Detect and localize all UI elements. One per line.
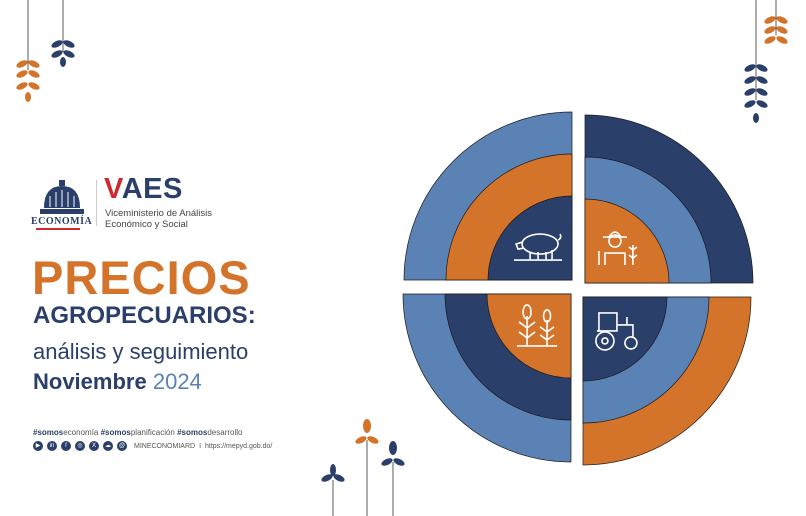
social-bar: ▶ in f ◎ X ☁ @ MINECONOMIARD I https://m… bbox=[33, 441, 272, 451]
title-line2: AGROPECUARIOS: bbox=[33, 302, 256, 329]
wheel-ring-segment bbox=[487, 195, 573, 281]
leaf-sprig-decoration bbox=[381, 458, 405, 516]
threads-icon[interactable]: @ bbox=[117, 441, 127, 451]
subtitle-line: Viceministerio de Análisis bbox=[105, 208, 213, 219]
leaf-sprig-decoration bbox=[355, 436, 379, 516]
hashtag: #somosdesarrollo bbox=[177, 428, 243, 437]
instagram-icon[interactable]: ◎ bbox=[75, 441, 85, 451]
divider bbox=[36, 228, 80, 230]
year: 2024 bbox=[152, 369, 202, 394]
separator: I bbox=[199, 442, 202, 450]
report-date: Noviembre 2024 bbox=[33, 369, 202, 395]
vaes-logo: VAES bbox=[104, 173, 183, 206]
linkedin-icon[interactable]: in bbox=[47, 441, 57, 451]
vaes-v: V bbox=[104, 173, 122, 205]
title-line1: PRECIOS bbox=[32, 251, 251, 304]
hashtags: #somoseconomía #somosplanificación #somo… bbox=[33, 428, 242, 437]
divider bbox=[96, 180, 97, 226]
tractor-icon bbox=[595, 312, 638, 351]
leaf-sprig-decoration bbox=[51, 0, 75, 58]
title-line3: análisis y seguimiento bbox=[33, 339, 249, 364]
hashtag: #somosplanificación bbox=[100, 428, 175, 437]
hashtag: #somoseconomía bbox=[33, 428, 99, 437]
vaes-subtitle: Viceministerio de Análisis Económico y So… bbox=[105, 208, 212, 230]
month: Noviembre bbox=[33, 369, 147, 394]
leaf-sprig-decoration bbox=[744, 0, 768, 108]
economia-dome-logo bbox=[40, 180, 84, 214]
vaes-rest: AES bbox=[121, 173, 183, 205]
website-link[interactable]: https://mepyd.gob.do/ bbox=[205, 442, 273, 450]
leaf-sprig-decoration bbox=[321, 474, 345, 516]
wheel-ring-segment bbox=[582, 296, 668, 382]
youtube-icon[interactable]: ▶ bbox=[33, 441, 43, 451]
soundcloud-icon[interactable]: ☁ bbox=[103, 441, 113, 451]
corn-icon bbox=[517, 304, 558, 347]
leaf-sprig-decoration bbox=[16, 0, 40, 90]
economia-label: ECONOMÍA bbox=[31, 216, 93, 227]
x-icon[interactable]: X bbox=[89, 441, 99, 451]
facebook-icon[interactable]: f bbox=[61, 441, 71, 451]
leaf-sprig-decoration bbox=[764, 0, 788, 44]
wheel-ring-segment bbox=[584, 198, 670, 284]
social-handle: MINECONOMIARD bbox=[134, 442, 196, 450]
farmer-icon bbox=[598, 231, 638, 266]
subtitle-line: Económico y Social bbox=[105, 219, 188, 230]
pig-icon bbox=[514, 233, 563, 261]
